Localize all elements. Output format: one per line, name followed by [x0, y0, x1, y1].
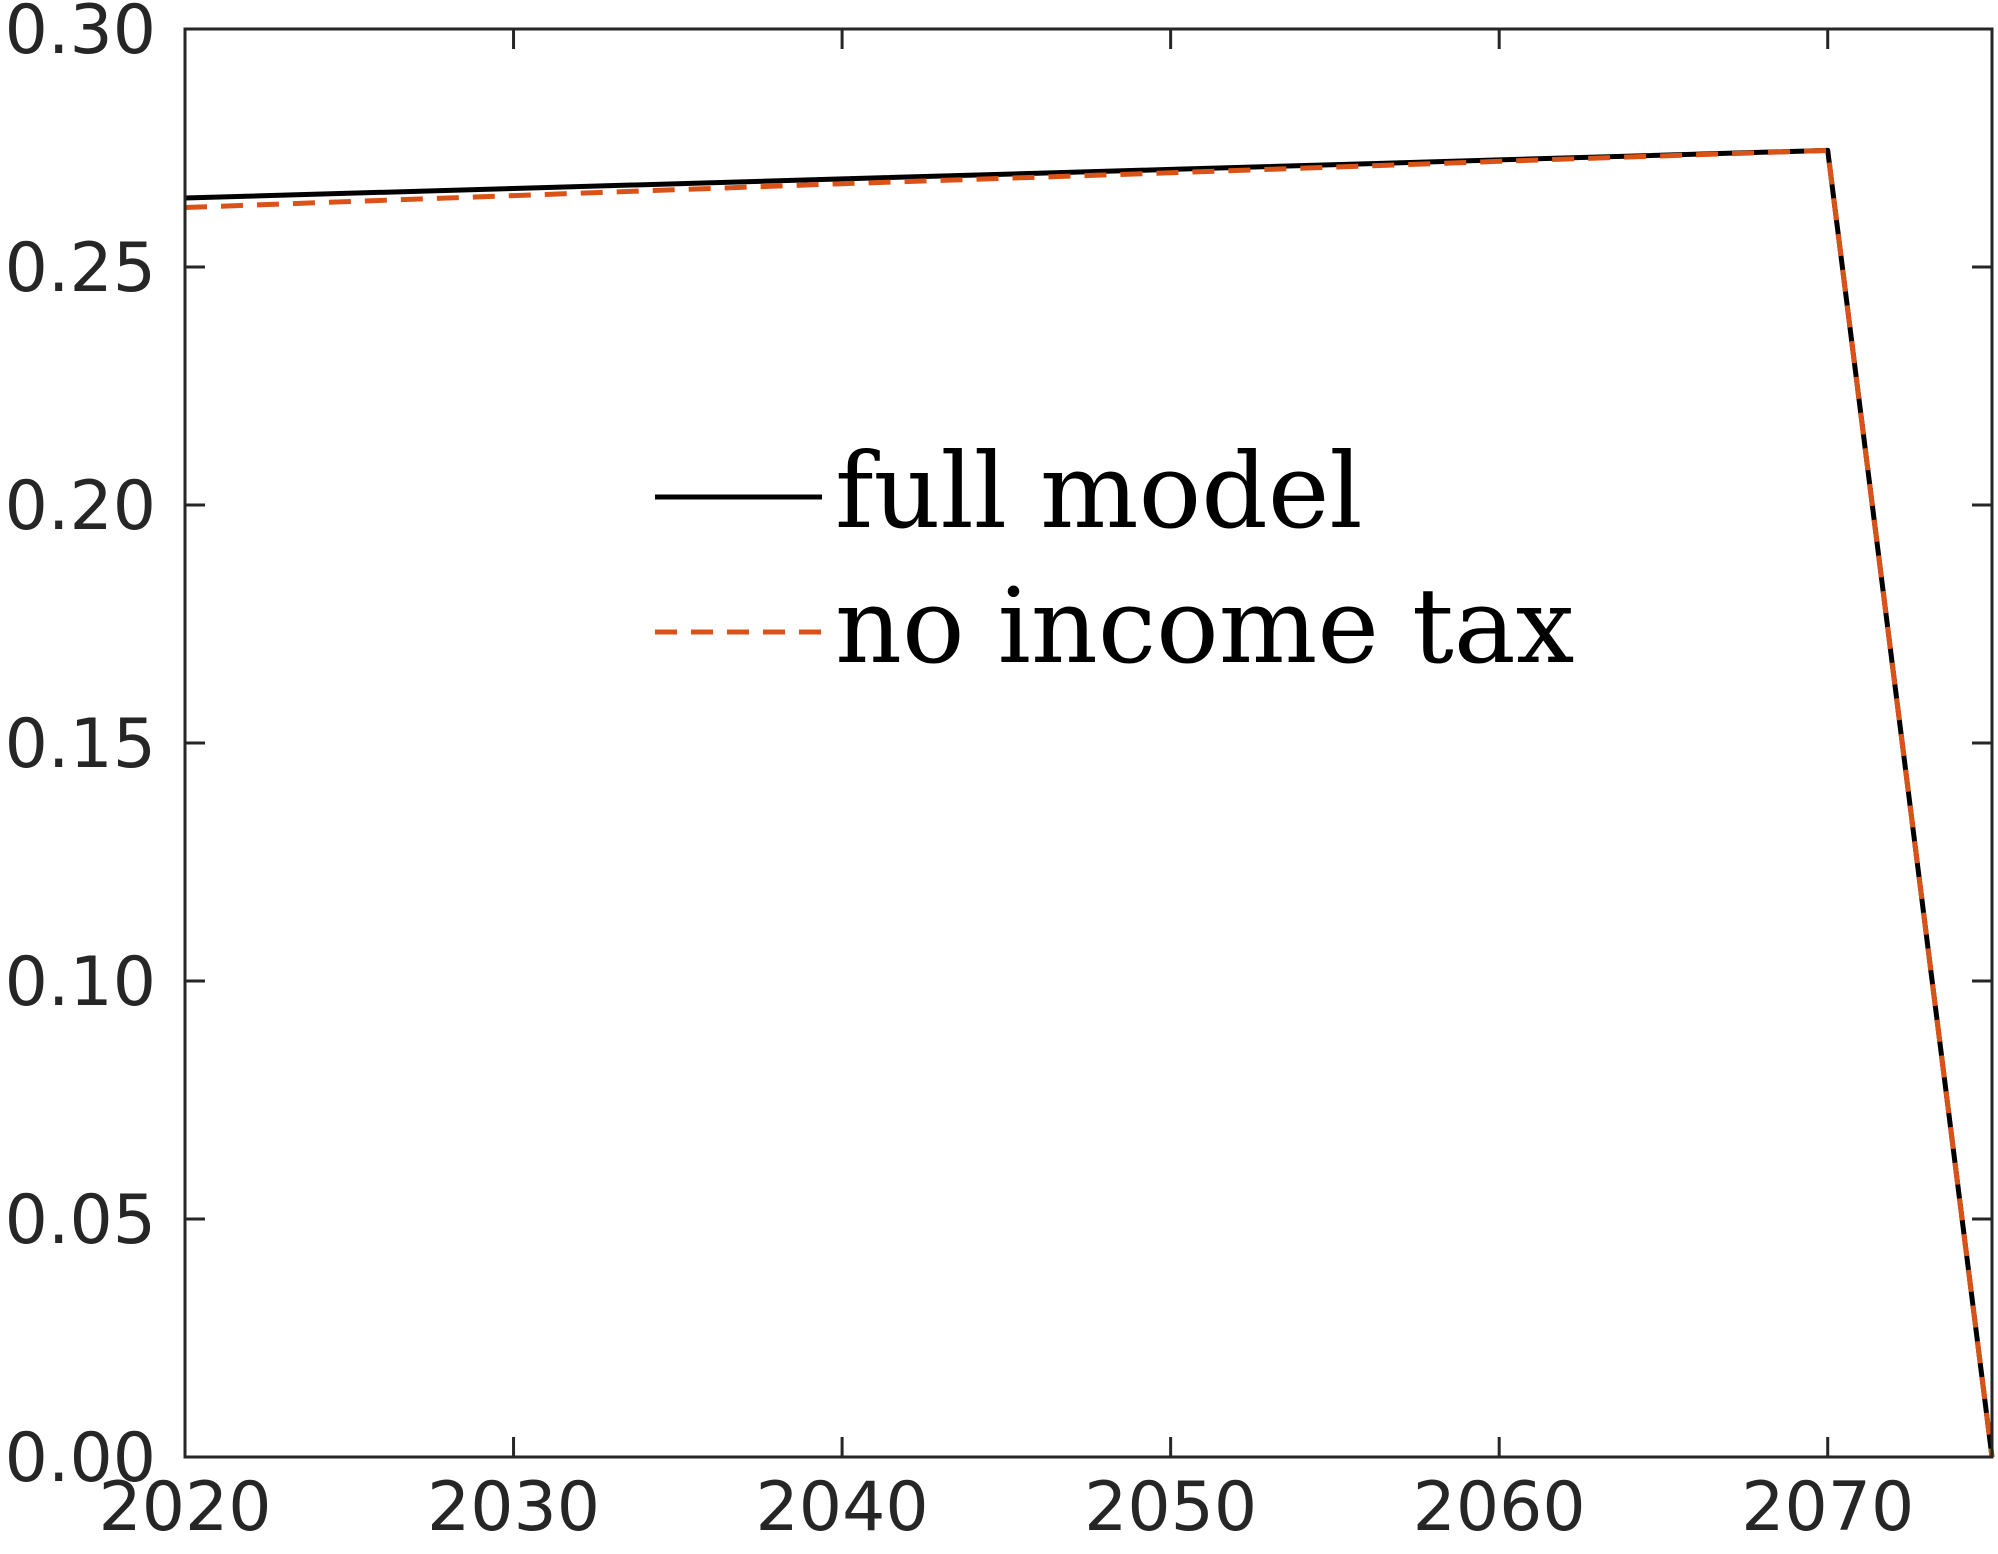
x-tick-label: 2030 — [427, 1468, 600, 1547]
y-tick-label: 0.15 — [5, 705, 156, 784]
legend: full model no income tax — [655, 430, 1574, 687]
series-line-full-model — [184, 147, 1995, 1458]
y-tick-label: 0.25 — [5, 229, 156, 308]
x-tick-label: 2020 — [98, 1468, 271, 1547]
legend-label-1: no income tax — [835, 565, 1574, 687]
y-tick-label: 0.20 — [5, 467, 156, 546]
x-tick-label: 2060 — [1413, 1468, 1586, 1547]
y-tick-label: 0.00 — [5, 1419, 156, 1498]
y-tick-label: 0.10 — [5, 943, 156, 1022]
x-tick-label: 2050 — [1084, 1468, 1257, 1547]
x-tick-label: 2070 — [1741, 1468, 1914, 1547]
series-line-no-income-tax — [184, 147, 1995, 1458]
axis-ticks: 2020 2030 2040 2050 2060 2070 0.00 0.05 0.10 0.15… — [5, 0, 1992, 1547]
y-tick-label: 0.05 — [5, 1181, 156, 1260]
series-layer — [184, 147, 1995, 1458]
y-tick-label: 0.30 — [5, 0, 156, 70]
x-tick-label: 2040 — [756, 1468, 929, 1547]
legend-label-0: full model — [835, 430, 1363, 552]
